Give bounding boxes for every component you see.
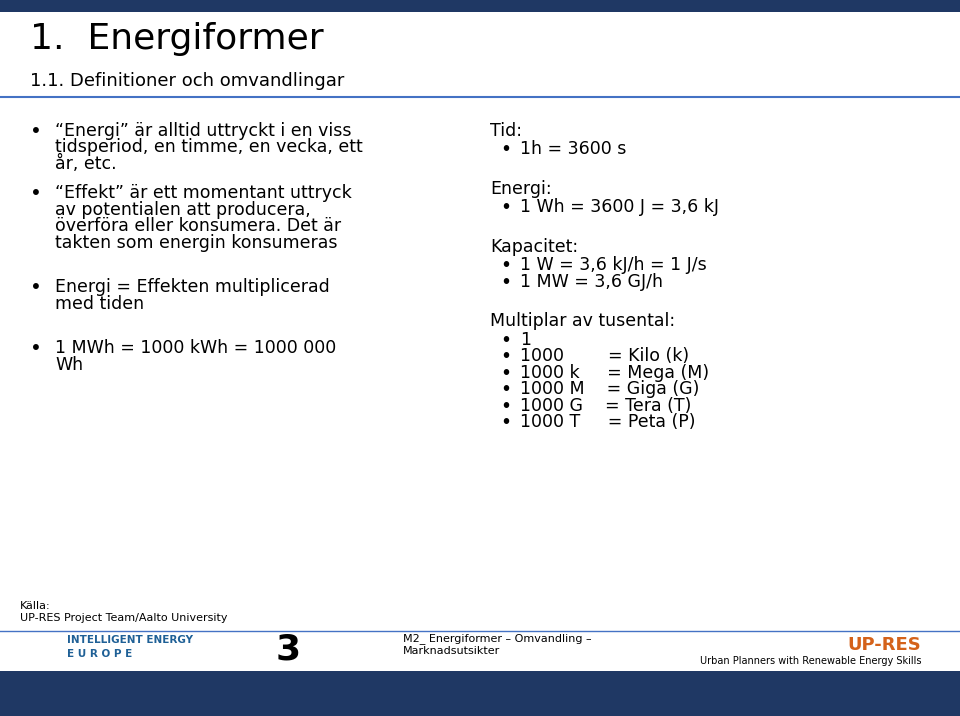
Text: 1: 1	[520, 331, 531, 349]
Text: •: •	[500, 347, 511, 366]
Bar	[0, 671, 960, 716]
Bar	[0, 708, 960, 716]
Text: 1000 T     = Peta (P): 1000 T = Peta (P)	[520, 413, 695, 431]
Text: takten som energin konsumeras: takten som energin konsumeras	[55, 234, 338, 252]
Text: 1000 k     = Mega (M): 1000 k = Mega (M)	[520, 364, 709, 382]
Text: Källa:
UP-RES Project Team/Aalto University: Källa: UP-RES Project Team/Aalto Univers…	[20, 601, 228, 623]
Text: 1 Wh = 3600 J = 3,6 kJ: 1 Wh = 3600 J = 3,6 kJ	[520, 198, 719, 216]
Text: av potentialen att producera,: av potentialen att producera,	[55, 201, 311, 219]
Text: •: •	[500, 273, 511, 292]
Text: •: •	[500, 198, 511, 218]
Text: Energi:: Energi:	[490, 180, 552, 198]
Text: Wh: Wh	[55, 356, 84, 374]
Text: tidsperiod, en timme, en vecka, ett: tidsperiod, en timme, en vecka, ett	[55, 138, 363, 157]
Text: •: •	[30, 185, 42, 203]
Text: •: •	[500, 140, 511, 160]
Text: Tid:: Tid:	[490, 122, 522, 140]
Text: Kapacitet:: Kapacitet:	[490, 238, 578, 256]
Text: 1.  Energiformer: 1. Energiformer	[30, 22, 324, 56]
Text: •: •	[500, 397, 511, 415]
Text: Urban Planners with Renewable Energy Skills: Urban Planners with Renewable Energy Ski…	[700, 656, 922, 666]
Text: 1 MW = 3,6 GJ/h: 1 MW = 3,6 GJ/h	[520, 273, 663, 291]
Text: Energi = Effekten multiplicerad: Energi = Effekten multiplicerad	[55, 279, 329, 296]
Text: 1000 G    = Tera (T): 1000 G = Tera (T)	[520, 397, 691, 415]
Text: INTELLIGENT ENERGY: INTELLIGENT ENERGY	[67, 635, 193, 645]
Text: år, etc.: år, etc.	[55, 155, 116, 173]
Text: Multiplar av tusental:: Multiplar av tusental:	[490, 312, 675, 330]
Text: •: •	[30, 339, 42, 358]
Text: “Effekt” är ett momentant uttryck: “Effekt” är ett momentant uttryck	[55, 185, 351, 203]
Text: med tiden: med tiden	[55, 295, 144, 313]
Text: •: •	[30, 279, 42, 297]
Text: •: •	[500, 380, 511, 399]
Text: överföra eller konsumera. Det är: överföra eller konsumera. Det är	[55, 218, 341, 236]
Text: •: •	[500, 364, 511, 382]
Text: UP-RES: UP-RES	[848, 636, 922, 654]
Text: 1.1. Definitioner och omvandlingar: 1.1. Definitioner och omvandlingar	[30, 72, 345, 90]
Bar	[0, 0, 960, 12]
Text: E U R O P E: E U R O P E	[67, 649, 132, 659]
Text: “Energi” är alltid uttryckt i en viss: “Energi” är alltid uttryckt i en viss	[55, 122, 351, 140]
Text: 1h = 3600 s: 1h = 3600 s	[520, 140, 626, 158]
Text: 1 MWh = 1000 kWh = 1000 000: 1 MWh = 1000 kWh = 1000 000	[55, 339, 336, 357]
Text: 1000 M    = Giga (G): 1000 M = Giga (G)	[520, 380, 700, 398]
Text: •: •	[500, 256, 511, 276]
Text: •: •	[30, 122, 42, 141]
Bar	[0, 631, 960, 671]
Text: M2_ Energiformer – Omvandling –
Marknadsutsikter: M2_ Energiformer – Omvandling – Marknads…	[403, 633, 591, 656]
Text: 3: 3	[276, 633, 300, 667]
Text: •: •	[500, 413, 511, 432]
Text: 1000        = Kilo (k): 1000 = Kilo (k)	[520, 347, 689, 365]
Text: •: •	[500, 331, 511, 349]
Text: 1 W = 3,6 kJ/h = 1 J/s: 1 W = 3,6 kJ/h = 1 J/s	[520, 256, 707, 274]
